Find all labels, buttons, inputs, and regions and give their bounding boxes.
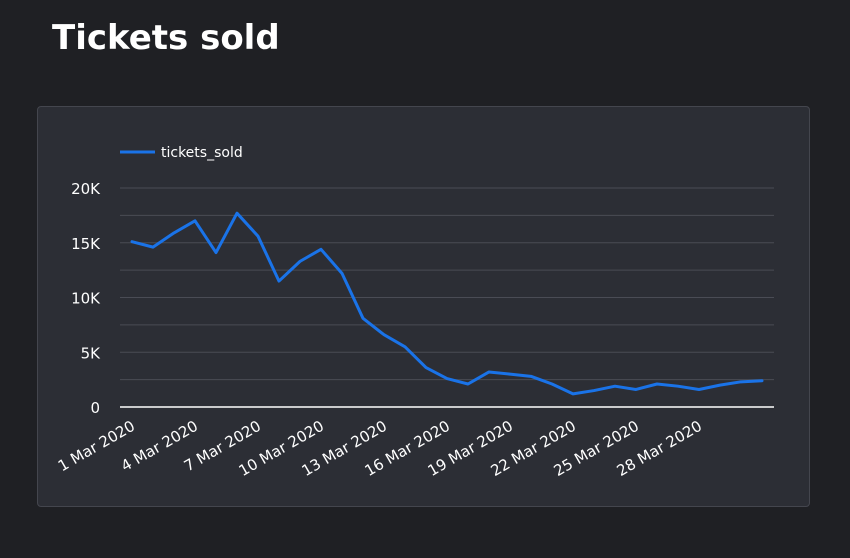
data-point[interactable]: [758, 377, 766, 385]
data-point[interactable]: [674, 382, 682, 390]
page-title: Tickets sold: [52, 18, 280, 58]
data-point[interactable]: [506, 370, 514, 378]
y-tick-label: 5K: [81, 344, 102, 362]
data-point[interactable]: [338, 269, 346, 277]
data-point[interactable]: [317, 245, 325, 253]
data-point[interactable]: [611, 382, 619, 390]
data-point[interactable]: [527, 372, 535, 380]
legend[interactable]: tickets_sold: [120, 145, 243, 161]
legend-label-tickets-sold: tickets_sold: [161, 145, 243, 161]
data-point[interactable]: [359, 314, 367, 322]
y-tick-label: 15K: [71, 235, 101, 253]
data-point[interactable]: [275, 277, 283, 285]
data-point[interactable]: [548, 380, 556, 388]
data-point[interactable]: [464, 380, 472, 388]
data-point[interactable]: [653, 380, 661, 388]
y-axis-ticks: 0 5K 10K 15K 20K: [71, 180, 101, 417]
data-point[interactable]: [695, 385, 703, 393]
data-point[interactable]: [632, 385, 640, 393]
data-point[interactable]: [233, 209, 241, 217]
data-point[interactable]: [170, 229, 178, 237]
data-point[interactable]: [716, 381, 724, 389]
data-point[interactable]: [401, 343, 409, 351]
data-point[interactable]: [485, 368, 493, 376]
y-tick-label: 20K: [71, 180, 101, 198]
y-tick-label: 10K: [71, 290, 101, 308]
data-point[interactable]: [737, 378, 745, 386]
chart-card: tickets_sold 0 5K 10K 15K 20K 1 Mar 2020 4 Ma…: [37, 106, 810, 507]
data-point[interactable]: [296, 257, 304, 265]
data-point[interactable]: [422, 364, 430, 372]
data-point[interactable]: [191, 217, 199, 225]
data-point[interactable]: [569, 390, 577, 398]
data-point[interactable]: [380, 331, 388, 339]
data-point[interactable]: [128, 238, 136, 246]
data-point[interactable]: [443, 375, 451, 383]
data-point[interactable]: [254, 232, 262, 240]
data-point[interactable]: [212, 249, 220, 257]
gridlines: [120, 187, 774, 381]
series-line-tickets-sold[interactable]: [130, 211, 764, 396]
data-point[interactable]: [590, 387, 598, 395]
data-point[interactable]: [149, 243, 157, 251]
y-tick-label: 0: [90, 399, 100, 417]
